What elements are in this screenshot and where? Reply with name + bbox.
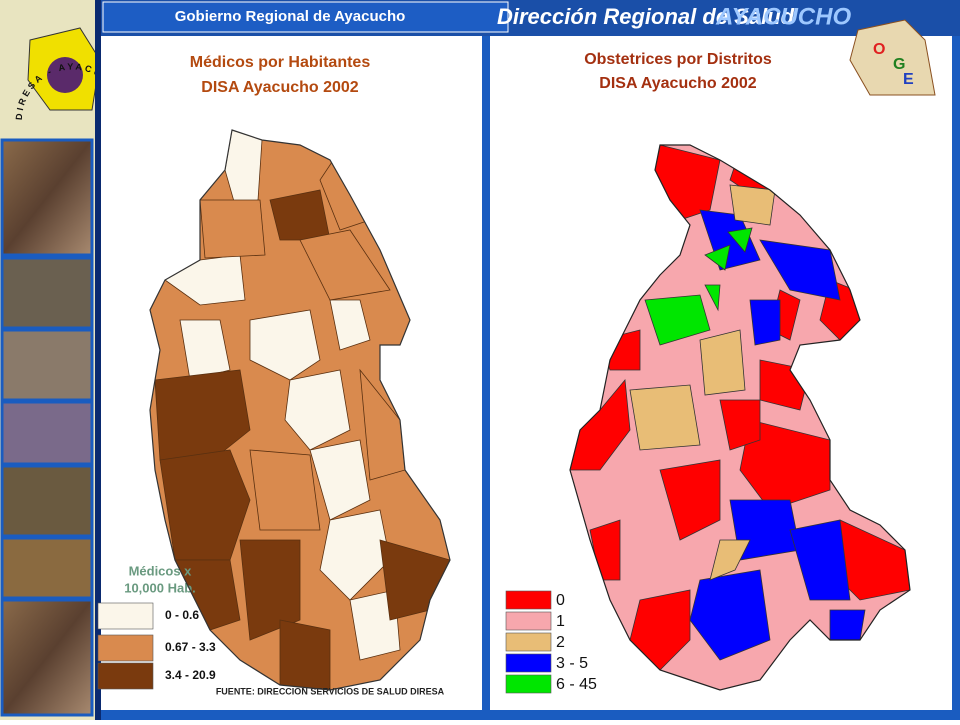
district xyxy=(749,299,781,346)
legend-label: 0 xyxy=(556,592,565,609)
district xyxy=(659,459,721,541)
legend-swatch xyxy=(505,590,552,610)
district xyxy=(729,184,776,226)
district xyxy=(719,399,761,451)
district xyxy=(739,419,831,511)
district xyxy=(699,329,746,396)
photo xyxy=(0,138,94,257)
left-legend: 0 - 0.6 0.67 - 3.3 3.4 - 20.9 xyxy=(97,602,216,690)
photo xyxy=(0,400,94,466)
legend-label: 2 xyxy=(556,634,565,651)
district xyxy=(349,589,401,661)
photo xyxy=(0,536,94,600)
legend-label: 0.67 - 3.3 xyxy=(165,640,216,654)
district xyxy=(309,439,371,521)
map-outline xyxy=(569,144,911,691)
header-title: Gobierno Regional de Ayacucho xyxy=(175,8,406,25)
district xyxy=(179,319,231,381)
district xyxy=(689,569,771,661)
legend-title: 10,000 Hab. xyxy=(124,580,196,595)
district xyxy=(199,199,266,259)
photo xyxy=(0,256,94,330)
divider xyxy=(95,0,101,720)
header-box xyxy=(102,1,509,33)
legend-label: 6 - 45 xyxy=(556,676,597,693)
legend-title: Médicos x xyxy=(129,563,193,578)
legend-label: 3.4 - 20.9 xyxy=(165,668,216,682)
map-title: Médicos por Habitantes xyxy=(190,54,371,71)
brand: Dirección Regional de Salud xyxy=(497,4,795,29)
district xyxy=(299,229,391,301)
district xyxy=(239,539,301,641)
district xyxy=(279,619,331,690)
legend-label: 0 - 0.6 xyxy=(165,608,199,622)
legend-label: 1 xyxy=(556,613,565,630)
district xyxy=(644,294,711,346)
legend-label: 3 - 5 xyxy=(556,655,588,672)
district xyxy=(319,509,391,601)
district xyxy=(829,609,866,641)
district xyxy=(704,244,731,271)
district xyxy=(249,449,321,531)
district xyxy=(159,449,251,561)
photo xyxy=(0,464,94,538)
district xyxy=(727,227,753,253)
legend-swatch xyxy=(505,653,552,673)
source: FUENTE: DIRECCION SERVICIOS DE SALUD DIR… xyxy=(216,686,445,696)
region: AYACUCHO xyxy=(715,3,851,30)
legend-swatch xyxy=(97,662,154,690)
right-legend: 0 1 2 3 - 5 6 - 45 xyxy=(505,590,597,694)
district xyxy=(629,589,691,671)
map-subtitle: DISA Ayacucho 2002 xyxy=(201,79,359,96)
map-subtitle: DISA Ayacucho 2002 xyxy=(599,75,757,92)
district xyxy=(704,284,721,312)
map-title: Obstetrices por Distritos xyxy=(584,51,772,68)
oge-logo xyxy=(849,19,936,96)
legend-swatch xyxy=(97,602,154,630)
legend-swatch xyxy=(505,611,552,631)
oge-letter: G xyxy=(893,56,905,73)
district xyxy=(284,369,351,451)
legend-swatch xyxy=(505,674,552,694)
oge-letter: E xyxy=(903,71,914,88)
district xyxy=(789,519,851,601)
photo xyxy=(0,328,94,402)
district xyxy=(759,239,841,301)
district xyxy=(629,384,701,451)
logo-figures xyxy=(47,57,83,93)
legend-swatch xyxy=(505,632,552,652)
oge-letter: O xyxy=(873,41,885,58)
district xyxy=(154,369,251,471)
legend-swatch xyxy=(97,634,154,662)
district xyxy=(709,539,751,581)
photo xyxy=(0,598,94,717)
district xyxy=(249,309,321,381)
district xyxy=(329,299,371,351)
